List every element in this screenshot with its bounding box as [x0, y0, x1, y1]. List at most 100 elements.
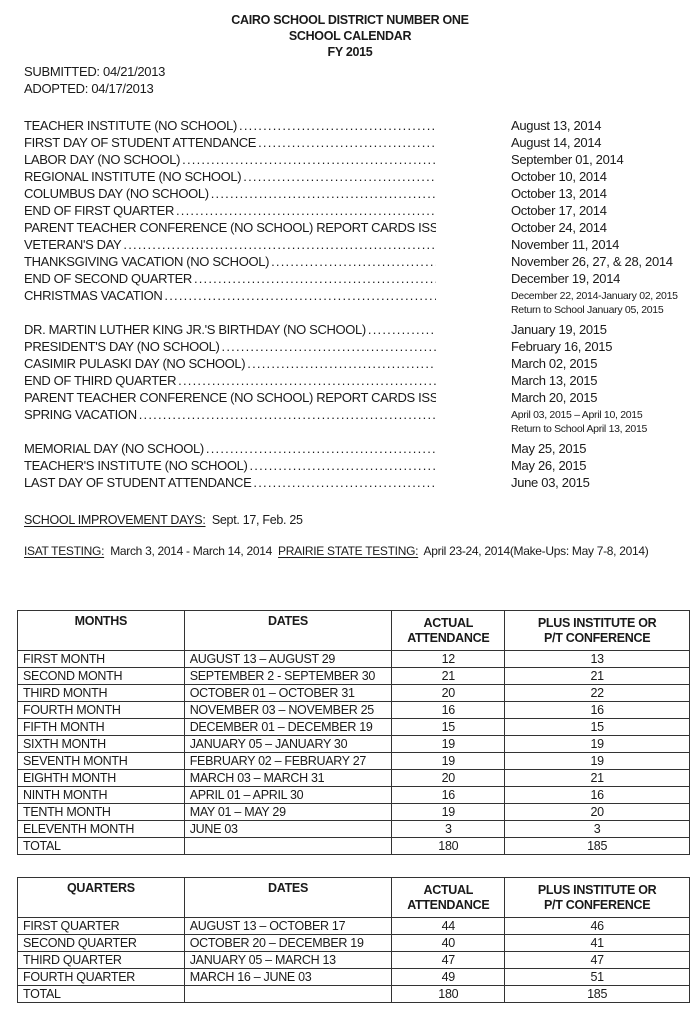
dates-cell	[183, 985, 393, 1003]
actual-attendance-cell: 19	[391, 735, 506, 753]
table-row: EIGHTH MONTH MARCH 03 – MARCH 31 20 21	[17, 769, 690, 787]
actual-attendance-cell: 49	[391, 968, 506, 986]
actual-attendance-cell: 15	[391, 718, 506, 736]
dot-leader	[211, 186, 436, 201]
period-cell: EIGHTH MONTH	[17, 769, 185, 787]
actual-attendance-cell: 16	[391, 701, 506, 719]
event-name: SPRING VACATION	[24, 407, 137, 422]
plus-institute-cell: 19	[504, 735, 690, 753]
table-row: FOURTH QUARTER MARCH 16 – JUNE 03 49 51	[17, 968, 690, 986]
plus-institute-cell: 20	[504, 803, 690, 821]
dates-cell: AUGUST 13 – OCTOBER 17	[183, 917, 393, 935]
dot-leader	[368, 322, 436, 337]
column-header: MONTHS	[17, 610, 185, 651]
table-row: ELEVENTH MONTH JUNE 03 3 3	[17, 820, 690, 838]
event-name: PARENT TEACHER CONFERENCE (NO SCHOOL) RE…	[24, 220, 436, 235]
event-label: CASIMIR PULASKI DAY (NO SCHOOL)	[24, 356, 436, 371]
event-date: November 26, 27, & 28, 2014	[511, 254, 673, 269]
adopted-date: ADOPTED: 04/17/2013	[24, 81, 154, 96]
prairie-label: PRAIRIE STATE TESTING:	[278, 544, 419, 558]
dates-cell: OCTOBER 01 – OCTOBER 31	[183, 684, 393, 702]
actual-attendance-cell: 40	[391, 934, 506, 952]
event-name: MEMORIAL DAY (NO SCHOOL)	[24, 441, 204, 456]
dates-cell: NOVEMBER 03 – NOVEMBER 25	[183, 701, 393, 719]
dot-leader	[253, 475, 436, 490]
event-date: December 22, 2014-January 02, 2015	[511, 290, 678, 302]
dot-leader	[139, 407, 436, 422]
plus-institute-cell: 16	[504, 701, 690, 719]
dot-leader	[176, 203, 436, 218]
event-date: September 01, 2014	[511, 152, 624, 167]
dates-cell	[183, 837, 393, 855]
total-row: TOTAL 180 185	[17, 985, 690, 1003]
event-label: LAST DAY OF STUDENT ATTENDANCE	[24, 475, 436, 490]
dot-leader	[178, 373, 436, 388]
dates-cell: MARCH 03 – MARCH 31	[183, 769, 393, 787]
event-name: REGIONAL INSTITUTE (NO SCHOOL)	[24, 169, 242, 184]
plus-institute-cell: 51	[504, 968, 690, 986]
event-name: PRESIDENT'S DAY (NO SCHOOL)	[24, 339, 220, 354]
actual-attendance-cell: 19	[391, 803, 506, 821]
actual-attendance-cell: 47	[391, 951, 506, 969]
dot-leader	[206, 441, 436, 456]
event-label: PARENT TEACHER CONFERENCE (NO SCHOOL) RE…	[24, 390, 436, 405]
actual-attendance-cell: 19	[391, 752, 506, 770]
table-row: SECOND QUARTER OCTOBER 20 – DECEMBER 19 40…	[17, 934, 690, 952]
dot-leader	[249, 458, 436, 473]
event-name: DR. MARTIN LUTHER KING JR.'S BIRTHDAY (N…	[24, 322, 366, 337]
event-date: October 13, 2014	[511, 186, 607, 201]
table-row: FIFTH MONTH DECEMBER 01 – DECEMBER 19 15 15	[17, 718, 690, 736]
actual-attendance-cell: 16	[391, 786, 506, 804]
column-header: PLUS INSTITUTE OR P/T CONFERENCE	[504, 877, 690, 918]
column-header: QUARTERS	[17, 877, 185, 918]
event-label: END OF THIRD QUARTER	[24, 373, 436, 388]
plus-institute-cell: 21	[504, 769, 690, 787]
event-name: TEACHER'S INSTITUTE (NO SCHOOL)	[24, 458, 248, 473]
table-row: THIRD QUARTER JANUARY 05 – MARCH 13 47 47	[17, 951, 690, 969]
dot-leader	[247, 356, 436, 371]
dates-cell: FEBRUARY 02 – FEBRUARY 27	[183, 752, 393, 770]
table-row: FOURTH MONTH NOVEMBER 03 – NOVEMBER 25 16 1…	[17, 701, 690, 719]
improvement-days-label: SCHOOL IMPROVEMENT DAYS:	[24, 513, 206, 527]
dates-cell: AUGUST 13 – AUGUST 29	[183, 650, 393, 668]
event-label: TEACHER INSTITUTE (NO SCHOOL)	[24, 118, 436, 133]
event-date: June 03, 2015	[511, 475, 590, 490]
submitted-date: SUBMITTED: 04/21/2013	[24, 64, 166, 79]
period-cell: TENTH MONTH	[17, 803, 185, 821]
document-title: SCHOOL CALENDAR	[288, 29, 412, 43]
fiscal-year: FY 2015	[327, 45, 373, 59]
header-row: MONTHS DATES ACTUAL ATTENDANCE PLUS INSTITUT…	[17, 610, 690, 651]
column-header: ACTUAL ATTENDANCE	[391, 877, 506, 918]
event-date: February 16, 2015	[511, 339, 613, 354]
plus-institute-cell: 22	[504, 684, 690, 702]
plus-institute-cell: 19	[504, 752, 690, 770]
period-cell: SECOND MONTH	[17, 667, 185, 685]
event-name: LAST DAY OF STUDENT ATTENDANCE	[24, 475, 252, 490]
table-row: NINTH MONTH APRIL 01 – APRIL 30 16 16	[17, 786, 690, 804]
event-return-date: Return to School January 05, 2015	[511, 304, 664, 316]
event-date: May 25, 2015	[511, 441, 587, 456]
period-cell: FIRST MONTH	[17, 650, 185, 668]
table-row: FIRST MONTH AUGUST 13 – AUGUST 29 12 13	[17, 650, 690, 668]
dot-leader	[258, 135, 436, 150]
total-row: TOTAL 180 185	[17, 837, 690, 855]
period-cell: ELEVENTH MONTH	[17, 820, 185, 838]
event-date: January 19, 2015	[511, 322, 607, 337]
isat-label: ISAT TESTING:	[24, 544, 105, 558]
period-cell: SEVENTH MONTH	[17, 752, 185, 770]
event-name: THANKSGIVING VACATION (NO SCHOOL)	[24, 254, 270, 269]
event-date: March 02, 2015	[511, 356, 598, 371]
column-header: DATES	[183, 610, 393, 651]
dot-leader	[271, 254, 436, 269]
plus-institute-cell: 185	[504, 985, 690, 1003]
column-header: DATES	[183, 877, 393, 918]
event-name: END OF THIRD QUARTER	[24, 373, 177, 388]
event-label: MEMORIAL DAY (NO SCHOOL)	[24, 441, 436, 456]
header-row: QUARTERS DATES ACTUAL ATTENDANCE PLUS INSTIT…	[17, 877, 690, 918]
table-row: THIRD MONTH OCTOBER 01 – OCTOBER 31 20 22	[17, 684, 690, 702]
plus-institute-cell: 46	[504, 917, 690, 935]
quarters-table: QUARTERS DATES ACTUAL ATTENDANCE PLUS INSTIT…	[17, 877, 690, 1003]
improvement-days: SCHOOL IMPROVEMENT DAYS: Sept. 17, Feb. …	[24, 513, 303, 527]
actual-attendance-cell: 12	[391, 650, 506, 668]
dates-cell: MARCH 16 – JUNE 03	[183, 968, 393, 986]
